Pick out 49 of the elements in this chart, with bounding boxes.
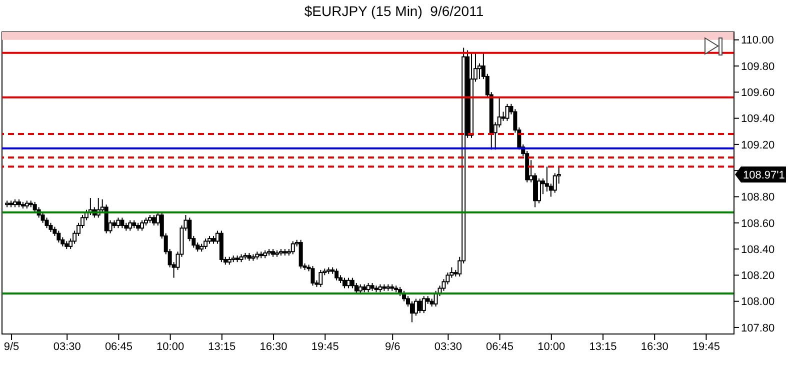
candlestick [140, 220, 144, 232]
x-tick-label: 13:15 [208, 340, 236, 353]
x-tick-label: 19:45 [692, 340, 720, 353]
x-tick-label: 16:30 [260, 340, 288, 353]
candlestick [116, 217, 120, 229]
x-tick-label: 13:15 [589, 340, 617, 353]
candlestick [310, 266, 315, 286]
candlestick [505, 103, 510, 122]
y-tick-label: 109.40 [741, 113, 775, 126]
x-tick-label: 03:30 [434, 340, 462, 353]
candlestick [290, 240, 295, 255]
candlestick [334, 268, 339, 281]
x-tick-label: 06:45 [104, 340, 132, 353]
y-tick-label: 108.20 [741, 270, 775, 282]
y-tick-label: 108.80 [741, 192, 775, 204]
text: 108.97'1 [743, 170, 785, 182]
x-tick-label: 06:45 [486, 340, 514, 353]
x-tick-label: 9/6 [384, 340, 400, 353]
candlestick [298, 239, 303, 270]
x-tick-label: 10:00 [538, 340, 566, 353]
candlestick [346, 277, 350, 289]
y-tick-label: 109.20 [741, 139, 775, 152]
candlestick [537, 178, 542, 204]
candlestick [342, 277, 346, 289]
x-tick-label: 9/5 [4, 340, 20, 353]
y-tick-label: 110.00 [741, 34, 774, 47]
candlestick [204, 238, 208, 250]
y-tick-label: 109.60 [741, 87, 775, 100]
candlestick [152, 214, 156, 226]
candlestick [56, 230, 61, 243]
candlestick [120, 217, 124, 229]
x-tick-label: 16:30 [640, 340, 668, 353]
y-tick-label: 108.00 [741, 296, 775, 308]
candlestick [318, 269, 323, 288]
candlestick [128, 220, 132, 232]
candlestick [358, 284, 362, 294]
y-tick-label: 107.80 [741, 322, 775, 334]
y-tick-label: 109.80 [741, 60, 775, 73]
chart-title: $EURJPY (15 Min) 9/6/2011 [303, 3, 485, 19]
x-tick-label: 19:45 [311, 340, 339, 353]
candlestick [418, 298, 422, 314]
x-tick-label: 03:30 [53, 340, 81, 353]
candlestick [44, 217, 49, 229]
y-tick-label: 108.60 [741, 218, 775, 230]
x-tick-label: 10:00 [156, 340, 184, 353]
candlestick [422, 296, 426, 314]
candlestick [350, 277, 354, 289]
candlestick [366, 282, 370, 293]
y-tick-label: 108.40 [741, 244, 775, 256]
